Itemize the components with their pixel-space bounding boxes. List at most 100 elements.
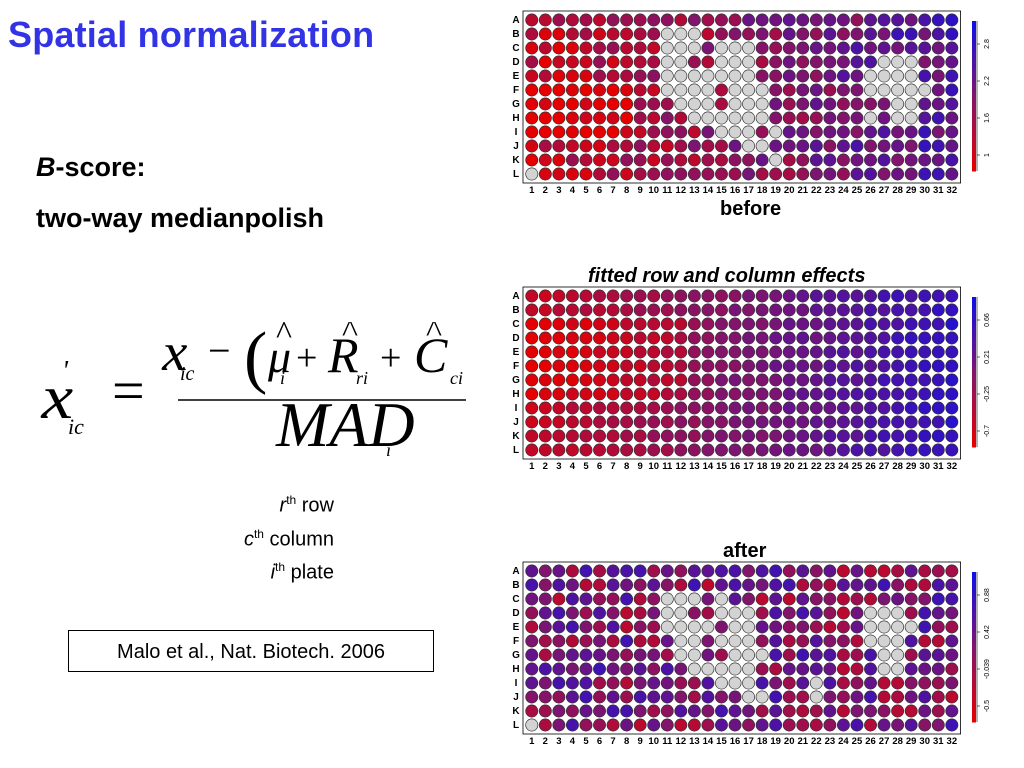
well — [850, 387, 864, 401]
well — [850, 139, 864, 153]
well — [931, 345, 945, 359]
well — [525, 13, 539, 27]
well — [620, 167, 634, 181]
well — [687, 564, 701, 578]
well — [809, 704, 823, 718]
well — [769, 153, 783, 167]
well — [701, 55, 715, 69]
well — [715, 429, 728, 443]
well — [579, 662, 593, 676]
svg-text:x: x — [161, 322, 188, 381]
column-label: 16 — [730, 185, 741, 196]
well — [755, 592, 769, 606]
well — [836, 27, 850, 41]
well — [755, 303, 769, 317]
well — [945, 620, 959, 634]
well — [850, 317, 864, 331]
well — [931, 27, 945, 41]
row-label: B — [512, 305, 519, 316]
well — [593, 69, 606, 83]
well — [755, 606, 769, 620]
well — [620, 648, 634, 662]
row-label: D — [512, 57, 519, 68]
scale-segment — [972, 377, 976, 383]
well — [755, 401, 769, 415]
well — [945, 303, 959, 317]
well — [728, 27, 742, 41]
well — [647, 606, 661, 620]
plot-label-before: before — [720, 198, 782, 220]
well — [579, 718, 593, 732]
well — [565, 359, 579, 373]
well — [931, 69, 945, 83]
well — [891, 331, 905, 345]
well — [647, 620, 661, 634]
well — [606, 401, 620, 415]
well — [891, 41, 905, 55]
well — [552, 634, 566, 648]
well — [552, 648, 566, 662]
well — [823, 578, 837, 592]
well — [864, 578, 877, 592]
well — [633, 690, 647, 704]
well — [850, 564, 864, 578]
well — [809, 69, 823, 83]
well — [579, 41, 593, 55]
well — [579, 289, 593, 303]
scale-segment — [972, 111, 976, 117]
well — [742, 317, 756, 331]
well — [769, 13, 783, 27]
well — [755, 111, 769, 125]
well — [891, 153, 905, 167]
plate-frame — [522, 10, 962, 184]
well — [769, 592, 783, 606]
well — [782, 83, 796, 97]
well — [918, 139, 932, 153]
scale-segment — [972, 76, 976, 82]
well — [552, 415, 566, 429]
well — [579, 111, 593, 125]
well — [836, 704, 850, 718]
well — [647, 317, 661, 331]
well — [728, 606, 742, 620]
well — [620, 359, 634, 373]
well — [525, 401, 539, 415]
well — [931, 97, 945, 111]
scale-segment — [972, 347, 976, 353]
well — [633, 718, 647, 732]
well — [945, 55, 959, 69]
column-label: 2 — [543, 736, 548, 747]
row-label: I — [515, 403, 518, 414]
well — [877, 153, 891, 167]
well — [742, 69, 756, 83]
well — [715, 718, 728, 732]
scale-segment — [972, 417, 976, 423]
well — [823, 69, 837, 83]
column-label: 11 — [662, 461, 673, 472]
well — [904, 592, 918, 606]
well — [742, 27, 756, 41]
well — [796, 125, 810, 139]
well — [850, 620, 864, 634]
well — [687, 429, 701, 443]
well — [823, 13, 837, 27]
well — [620, 387, 634, 401]
well — [674, 303, 688, 317]
well — [620, 125, 634, 139]
well — [538, 359, 552, 373]
well — [918, 167, 932, 181]
column-label: 28 — [892, 736, 903, 747]
column-label: 30 — [919, 736, 930, 747]
well — [525, 317, 539, 331]
well — [864, 331, 877, 345]
well — [891, 289, 905, 303]
well — [864, 690, 877, 704]
well — [633, 317, 647, 331]
well — [701, 415, 715, 429]
row-label: E — [513, 71, 520, 82]
well — [891, 359, 905, 373]
well — [660, 634, 674, 648]
row-label: D — [512, 333, 519, 344]
well — [782, 387, 796, 401]
column-label: 26 — [865, 736, 876, 747]
